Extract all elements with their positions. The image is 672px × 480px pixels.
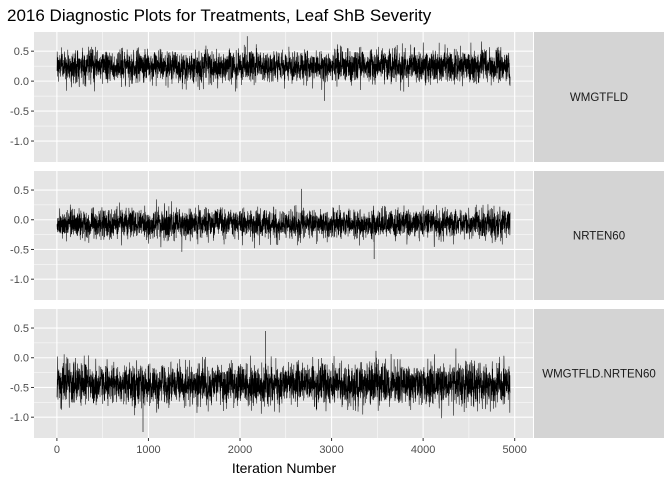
chart-title: 2016 Diagnostic Plots for Treatments, Le… <box>7 6 432 25</box>
facet-panel: 0.5 0.0 -0.5 -1.0 WMGTFLD <box>10 32 664 162</box>
y-tick-label: -1.0 <box>10 274 29 286</box>
trace-line <box>56 348 511 419</box>
x-tick-label: 4000 <box>411 444 435 456</box>
y-tick-label: 0.5 <box>14 185 29 197</box>
facet-panel: 0.5 0.0 -0.5 -1.0 WMGTFLD.NRTEN60 <box>10 309 664 438</box>
y-tick-label: 0.5 <box>14 46 29 58</box>
y-tick-label: 0.5 <box>14 323 29 335</box>
y-tick-label: 0.0 <box>14 215 29 227</box>
y-tick-label: -1.0 <box>10 412 29 424</box>
x-tick-label: 3000 <box>319 444 343 456</box>
facet-strip-label: NRTEN60 <box>573 231 625 243</box>
y-tick-label: -0.5 <box>10 382 29 394</box>
facet-strip <box>534 171 664 300</box>
x-axis: 0 1000 2000 3000 4000 5000 <box>54 438 527 456</box>
x-tick-label: 1000 <box>136 444 160 456</box>
x-tick-label: 2000 <box>228 444 252 456</box>
y-tick-label: -0.5 <box>10 244 29 256</box>
facet-panel: 0.5 0.0 -0.5 -1.0 NRTEN60 <box>10 171 664 300</box>
facet-strip-label: WMGTFLD.NRTEN60 <box>542 369 656 381</box>
y-tick-label: 0.0 <box>14 76 29 88</box>
trace-line <box>56 41 511 92</box>
x-tick-label: 5000 <box>502 444 526 456</box>
x-axis-title: Iteration Number <box>232 460 337 476</box>
y-tick-label: -0.5 <box>10 106 29 118</box>
trace-line <box>56 199 511 252</box>
facet-strip <box>534 32 664 162</box>
y-tick-label: 0.0 <box>14 353 29 365</box>
facet-strip-label: WMGTFLD <box>570 92 628 104</box>
x-tick-label: 0 <box>54 444 60 456</box>
facet-strip <box>534 309 664 438</box>
y-tick-label: -1.0 <box>10 136 29 148</box>
facet-panels: 0.5 0.0 -0.5 -1.0 WMGTFLD 0.5 0.0 -0.5 -1.0 NRTEN… <box>10 32 664 438</box>
